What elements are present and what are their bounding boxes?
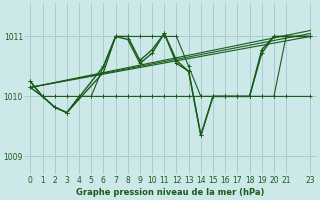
X-axis label: Graphe pression niveau de la mer (hPa): Graphe pression niveau de la mer (hPa) — [76, 188, 265, 197]
